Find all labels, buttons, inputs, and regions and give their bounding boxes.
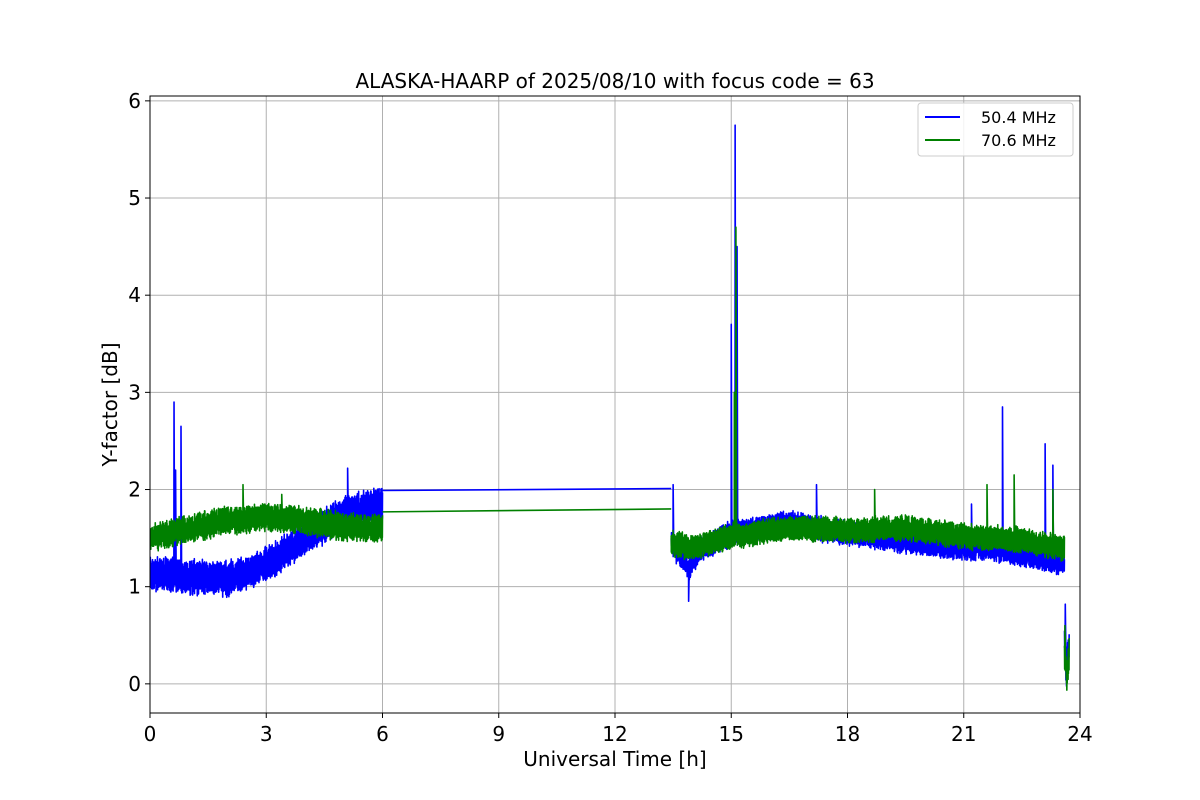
legend-label-50-4: 50.4 MHz bbox=[981, 108, 1056, 127]
x-tick-label: 15 bbox=[719, 722, 744, 746]
legend-label-70-6: 70.6 MHz bbox=[981, 131, 1056, 150]
y-tick-label: 5 bbox=[128, 186, 141, 210]
series-70-6-mhz bbox=[150, 226, 1070, 691]
y-axis-label: Y-factor [dB] bbox=[98, 342, 122, 467]
x-tick-label: 21 bbox=[951, 722, 976, 746]
series-line-segment bbox=[1063, 624, 1070, 691]
series-line-segment bbox=[382, 508, 672, 513]
series-line-segment bbox=[670, 226, 1066, 562]
legend: 50.4 MHz 70.6 MHz bbox=[917, 102, 1074, 157]
series-line-segment bbox=[382, 487, 672, 492]
y-tick-label: 6 bbox=[128, 89, 141, 113]
y-tick-label: 4 bbox=[128, 283, 141, 307]
series-lines bbox=[150, 124, 1070, 691]
x-tick-label: 0 bbox=[144, 722, 157, 746]
x-tick-label: 24 bbox=[1067, 722, 1092, 746]
x-tick-label: 3 bbox=[260, 722, 273, 746]
y-tick-label: 0 bbox=[128, 672, 141, 696]
x-axis-label: Universal Time [h] bbox=[523, 747, 706, 771]
y-tick-label: 3 bbox=[128, 380, 141, 404]
series-line-segment bbox=[150, 401, 384, 599]
x-tick-label: 6 bbox=[376, 722, 389, 746]
x-tick-label: 12 bbox=[602, 722, 627, 746]
series-line-segment bbox=[150, 483, 384, 552]
chart-title: ALASKA-HAARP of 2025/08/10 with focus co… bbox=[355, 69, 874, 93]
x-tick-label: 9 bbox=[492, 722, 505, 746]
y-tick-label: 1 bbox=[128, 575, 141, 599]
y-tick-label: 2 bbox=[128, 478, 141, 502]
x-tick-label: 18 bbox=[835, 722, 860, 746]
